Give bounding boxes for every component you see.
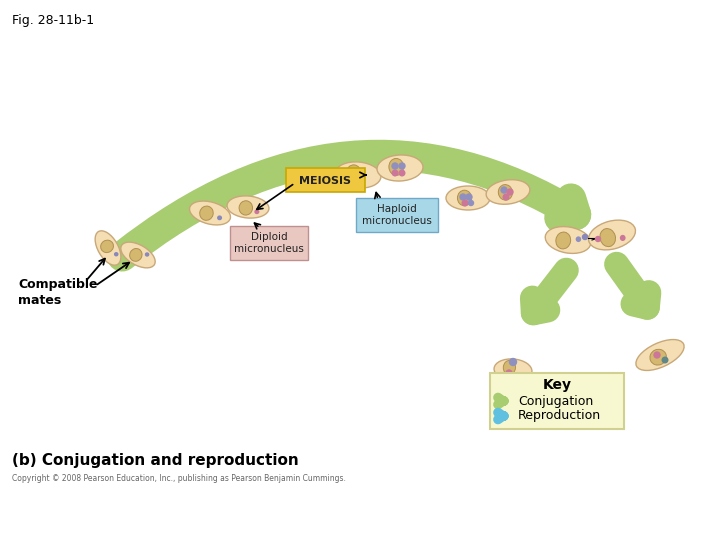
- Circle shape: [399, 163, 405, 169]
- Circle shape: [392, 170, 397, 176]
- Ellipse shape: [130, 248, 142, 261]
- Ellipse shape: [189, 201, 230, 225]
- Circle shape: [349, 177, 355, 183]
- Circle shape: [392, 163, 398, 169]
- Circle shape: [462, 200, 468, 206]
- Ellipse shape: [227, 196, 269, 218]
- Ellipse shape: [457, 190, 472, 206]
- Ellipse shape: [494, 359, 532, 381]
- Ellipse shape: [620, 235, 626, 241]
- Circle shape: [507, 189, 513, 195]
- Ellipse shape: [389, 158, 404, 176]
- Ellipse shape: [498, 185, 513, 200]
- Text: Compatible
mates: Compatible mates: [18, 278, 97, 307]
- Circle shape: [654, 352, 660, 358]
- Text: Haploid
micronucleus: Haploid micronucleus: [362, 204, 432, 226]
- Text: Copyright © 2008 Pearson Education, Inc., publishing as Pearson Benjamin Cumming: Copyright © 2008 Pearson Education, Inc.…: [12, 474, 346, 483]
- Ellipse shape: [446, 186, 490, 210]
- Text: Key: Key: [542, 378, 572, 392]
- Circle shape: [501, 187, 507, 193]
- Ellipse shape: [217, 215, 222, 220]
- Ellipse shape: [121, 242, 156, 268]
- Ellipse shape: [556, 232, 571, 249]
- Circle shape: [595, 237, 600, 241]
- Circle shape: [355, 170, 361, 176]
- FancyBboxPatch shape: [230, 226, 308, 260]
- FancyArrowPatch shape: [498, 397, 504, 404]
- FancyBboxPatch shape: [286, 168, 365, 192]
- FancyArrowPatch shape: [616, 264, 649, 307]
- Ellipse shape: [503, 360, 516, 375]
- Text: Reproduction: Reproduction: [518, 409, 601, 422]
- Ellipse shape: [254, 210, 259, 214]
- Circle shape: [399, 170, 405, 176]
- Ellipse shape: [486, 180, 530, 204]
- Ellipse shape: [650, 349, 667, 365]
- Circle shape: [582, 234, 588, 240]
- Text: Fig. 28-11b-1: Fig. 28-11b-1: [12, 14, 94, 27]
- Text: (b) Conjugation and reproduction: (b) Conjugation and reproduction: [12, 453, 299, 468]
- Text: Conjugation: Conjugation: [518, 395, 593, 408]
- Text: MEIOSIS: MEIOSIS: [299, 176, 351, 186]
- Ellipse shape: [114, 252, 119, 256]
- Circle shape: [503, 194, 509, 200]
- Ellipse shape: [346, 165, 361, 182]
- Ellipse shape: [239, 201, 253, 215]
- Ellipse shape: [199, 206, 213, 220]
- FancyBboxPatch shape: [490, 373, 624, 429]
- Ellipse shape: [600, 228, 616, 247]
- FancyArrowPatch shape: [532, 270, 567, 313]
- Text: Diploid
micronucleus: Diploid micronucleus: [234, 232, 304, 254]
- FancyArrowPatch shape: [122, 155, 576, 256]
- Ellipse shape: [636, 340, 684, 370]
- Circle shape: [466, 194, 472, 200]
- Circle shape: [469, 200, 474, 206]
- Circle shape: [460, 194, 466, 200]
- Ellipse shape: [576, 237, 581, 242]
- Ellipse shape: [101, 240, 114, 253]
- Ellipse shape: [588, 220, 636, 250]
- Ellipse shape: [335, 162, 381, 188]
- Circle shape: [514, 373, 520, 379]
- FancyBboxPatch shape: [356, 198, 438, 232]
- Circle shape: [355, 177, 361, 183]
- Ellipse shape: [377, 155, 423, 181]
- Circle shape: [510, 359, 516, 366]
- Circle shape: [506, 370, 512, 376]
- Ellipse shape: [545, 227, 591, 253]
- Ellipse shape: [145, 252, 149, 256]
- FancyArrowPatch shape: [498, 413, 504, 420]
- Circle shape: [662, 357, 668, 363]
- Ellipse shape: [95, 231, 121, 265]
- Circle shape: [348, 170, 355, 176]
